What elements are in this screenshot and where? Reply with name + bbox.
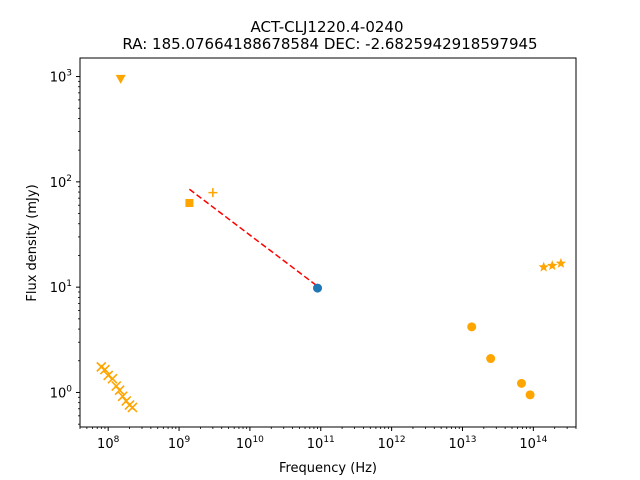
ir-points-marker bbox=[467, 322, 477, 332]
x-axis-label: Frequency (Hz) bbox=[279, 461, 377, 476]
x-tick-label: 1011 bbox=[307, 435, 335, 452]
x-points-marker bbox=[127, 402, 138, 413]
x-tick-label-base: 10 bbox=[519, 437, 536, 452]
x-tick-label: 1014 bbox=[519, 435, 547, 452]
x-points-marker bbox=[114, 385, 125, 396]
x-points-marker bbox=[99, 364, 111, 375]
y-tick-label: 100 bbox=[50, 384, 73, 401]
x-tick-label: 109 bbox=[168, 435, 191, 452]
star-points-marker bbox=[547, 260, 558, 271]
x-tick-label: 1012 bbox=[378, 435, 406, 452]
y-tick-label-base: 10 bbox=[50, 281, 67, 296]
x-tick-label: 1013 bbox=[448, 435, 476, 452]
x-axis: 108 109 1010 1011 1012 1013 1014 bbox=[79, 427, 577, 452]
y-tick-label: 103 bbox=[50, 69, 72, 86]
square-point-marker bbox=[185, 198, 194, 207]
x-tick-label-exponent: 9 bbox=[184, 435, 190, 445]
x-tick-label: 108 bbox=[97, 435, 120, 452]
x-points-marker bbox=[107, 373, 118, 384]
plot-frame bbox=[79, 57, 577, 428]
act-point-marker bbox=[313, 283, 323, 293]
y-tick-label: 101 bbox=[50, 279, 72, 296]
chart-title-line1: ACT-CLJ1220.4-0240 bbox=[251, 18, 404, 36]
x-tick-label-exponent: 14 bbox=[536, 435, 548, 445]
x-tick-label-exponent: 12 bbox=[394, 435, 405, 445]
y-axis-label: Flux density (mJy) bbox=[25, 184, 40, 301]
y-tick-label-base: 10 bbox=[50, 176, 67, 191]
y-tick-label-base: 10 bbox=[50, 386, 67, 401]
y-tick-label-exponent: 1 bbox=[66, 279, 72, 289]
plot-area bbox=[96, 74, 567, 413]
y-tick-label-exponent: 0 bbox=[66, 384, 72, 394]
x-tick-label-base: 10 bbox=[378, 437, 395, 452]
chart-title-line2: RA: 185.07664188678584 DEC: -2.682594291… bbox=[122, 35, 537, 53]
x-tick-label-exponent: 11 bbox=[323, 435, 334, 445]
x-tick-label-base: 10 bbox=[168, 437, 185, 452]
x-tick-label-exponent: 13 bbox=[465, 435, 476, 445]
x-tick-label-exponent: 8 bbox=[114, 435, 120, 445]
x-tick-label: 1010 bbox=[236, 435, 264, 452]
upper-limit-marker bbox=[115, 74, 126, 84]
y-tick-label: 102 bbox=[50, 174, 72, 191]
x-tick-label-base: 10 bbox=[307, 437, 324, 452]
ir-points-marker bbox=[516, 378, 526, 388]
x-tick-label-base: 10 bbox=[236, 437, 253, 452]
ir-points-marker bbox=[486, 354, 496, 364]
plus-point-marker bbox=[208, 188, 218, 198]
x-tick-label-base: 10 bbox=[97, 437, 114, 452]
ir-points-marker bbox=[525, 390, 535, 400]
x-tick-label-base: 10 bbox=[448, 437, 465, 452]
y-tick-label-exponent: 2 bbox=[66, 174, 72, 184]
x-tick-label-exponent: 10 bbox=[252, 435, 264, 445]
y-tick-label-base: 10 bbox=[50, 71, 67, 86]
star-points-marker bbox=[555, 257, 567, 268]
y-tick-label-exponent: 3 bbox=[66, 69, 72, 79]
star-points-marker bbox=[538, 261, 549, 272]
